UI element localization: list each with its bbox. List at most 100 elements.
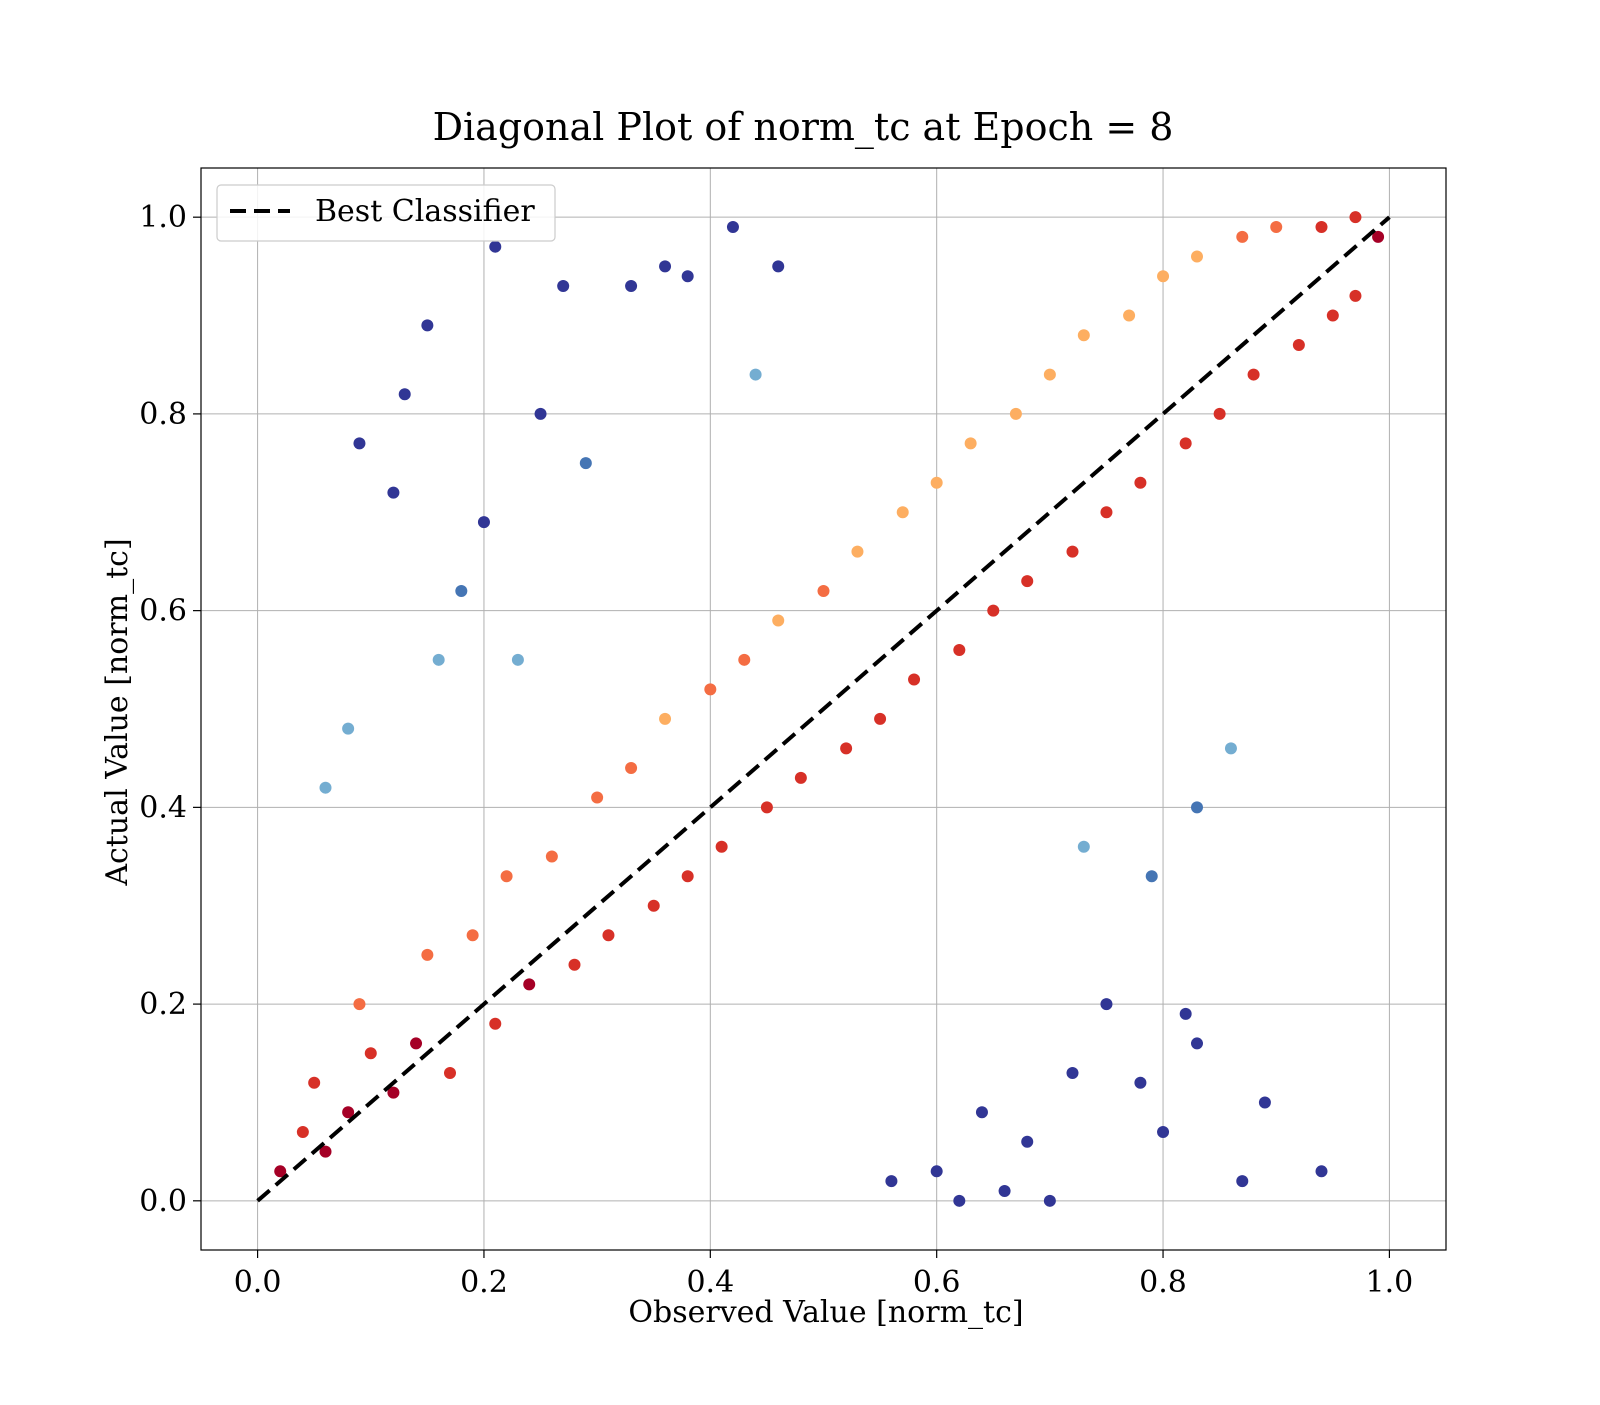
data-point bbox=[704, 683, 717, 696]
x-tick-label: 0.2 bbox=[460, 1265, 508, 1300]
data-point bbox=[953, 1194, 966, 1207]
data-point bbox=[455, 584, 468, 597]
data-point bbox=[1224, 742, 1237, 755]
legend: Best Classifier bbox=[216, 184, 556, 242]
data-point bbox=[432, 653, 445, 666]
x-axis-ticks: 0.0 0.2 0.4 0.6 0.8 1.0 bbox=[234, 1250, 1414, 1300]
data-point bbox=[1315, 1165, 1328, 1178]
data-point bbox=[1315, 221, 1328, 234]
data-point bbox=[772, 260, 785, 273]
data-point bbox=[534, 407, 547, 420]
data-point bbox=[1258, 1096, 1271, 1109]
data-point bbox=[715, 840, 728, 853]
data-point bbox=[681, 870, 694, 883]
data-point bbox=[1326, 309, 1339, 322]
data-point bbox=[738, 653, 751, 666]
data-point bbox=[557, 280, 570, 293]
data-point bbox=[1349, 289, 1362, 302]
data-point bbox=[1179, 437, 1192, 450]
y-tick-label: 0.4 bbox=[139, 790, 187, 825]
data-point bbox=[1247, 368, 1260, 381]
data-point bbox=[1066, 1066, 1079, 1079]
data-point bbox=[398, 388, 411, 401]
data-point bbox=[489, 240, 502, 253]
chart-title: Diagonal Plot of norm_tc at Epoch = 8 bbox=[433, 105, 1174, 150]
data-point bbox=[1236, 1175, 1249, 1188]
data-point bbox=[477, 516, 490, 529]
x-axis-label: Observed Value [norm_tc] bbox=[628, 1295, 1023, 1330]
data-point bbox=[1372, 230, 1385, 243]
data-point bbox=[421, 319, 434, 332]
data-point bbox=[545, 850, 558, 863]
data-point bbox=[296, 1125, 309, 1138]
data-point bbox=[308, 1076, 321, 1089]
legend-entry-best-classifier: Best Classifier bbox=[315, 194, 535, 229]
y-tick-label: 0.8 bbox=[139, 397, 187, 432]
x-tick-label: 0.0 bbox=[234, 1265, 282, 1300]
data-point bbox=[579, 457, 592, 470]
data-point bbox=[930, 1165, 943, 1178]
y-tick-label: 0.6 bbox=[139, 594, 187, 629]
data-point bbox=[1349, 211, 1362, 224]
x-tick-label: 0.6 bbox=[913, 1265, 961, 1300]
data-point bbox=[511, 653, 524, 666]
data-point bbox=[421, 948, 434, 961]
data-point bbox=[342, 722, 355, 735]
data-point bbox=[1123, 309, 1136, 322]
data-point bbox=[885, 1175, 898, 1188]
data-point bbox=[1191, 801, 1203, 814]
data-point bbox=[387, 1086, 400, 1099]
data-point bbox=[1134, 476, 1147, 489]
data-point bbox=[1077, 329, 1090, 342]
y-tick-label: 0.0 bbox=[139, 1184, 187, 1219]
data-point bbox=[953, 643, 966, 656]
data-point bbox=[1100, 998, 1113, 1011]
data-point bbox=[353, 437, 366, 450]
data-point bbox=[625, 280, 638, 293]
data-point bbox=[659, 712, 672, 725]
y-tick-label: 0.2 bbox=[139, 987, 187, 1022]
best-classifier-line bbox=[256, 215, 1391, 1203]
data-point bbox=[466, 929, 479, 942]
data-point bbox=[840, 742, 853, 755]
data-point bbox=[1179, 1007, 1192, 1020]
data-point bbox=[896, 506, 909, 519]
data-point bbox=[1043, 368, 1056, 381]
data-point bbox=[625, 762, 638, 775]
x-tick-label: 1.0 bbox=[1366, 1265, 1414, 1300]
data-point bbox=[387, 486, 400, 499]
data-point bbox=[602, 929, 615, 942]
data-point bbox=[364, 1047, 377, 1060]
data-point bbox=[1043, 1194, 1056, 1207]
data-point bbox=[1145, 870, 1158, 883]
data-point bbox=[1066, 545, 1079, 558]
data-point bbox=[1100, 506, 1113, 519]
data-point bbox=[749, 368, 762, 381]
data-point bbox=[410, 1037, 423, 1050]
data-point bbox=[1077, 840, 1090, 853]
data-point bbox=[1021, 575, 1034, 588]
data-point bbox=[500, 870, 513, 883]
data-point bbox=[1213, 407, 1226, 420]
data-point bbox=[1157, 1125, 1170, 1138]
data-point bbox=[817, 584, 830, 597]
data-point bbox=[647, 899, 660, 912]
data-point bbox=[760, 801, 773, 814]
data-point bbox=[659, 260, 672, 273]
data-point bbox=[591, 791, 604, 804]
x-tick-label: 0.4 bbox=[686, 1265, 734, 1300]
data-point bbox=[1009, 407, 1022, 420]
data-point bbox=[274, 1165, 287, 1178]
data-point bbox=[1191, 1037, 1203, 1050]
data-point bbox=[681, 270, 694, 283]
data-point bbox=[353, 998, 366, 1011]
data-point bbox=[998, 1184, 1011, 1197]
data-point bbox=[1236, 230, 1249, 243]
data-point bbox=[1134, 1076, 1147, 1089]
y-axis-ticks: 0.0 0.2 0.4 0.6 0.8 1.0 bbox=[139, 200, 201, 1219]
y-axis-label: Actual Value [norm_tc] bbox=[100, 538, 135, 886]
data-point bbox=[489, 1017, 502, 1030]
data-point bbox=[1292, 339, 1305, 352]
data-point bbox=[930, 476, 943, 489]
